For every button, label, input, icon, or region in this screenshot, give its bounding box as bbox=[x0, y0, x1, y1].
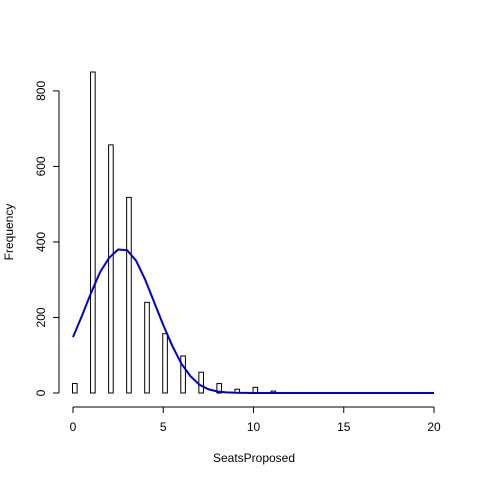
histogram-bar bbox=[90, 71, 96, 394]
x-axis-label: SeatsProposed bbox=[213, 451, 295, 465]
histogram-bar bbox=[126, 196, 132, 394]
density-curve bbox=[72, 248, 434, 394]
x-tick-label: 15 bbox=[337, 420, 351, 434]
density-curve-line bbox=[72, 248, 434, 394]
histogram-bar bbox=[216, 383, 223, 394]
y-tick-label: 200 bbox=[34, 307, 48, 327]
histogram-bar bbox=[162, 333, 168, 394]
x-tick-label: 10 bbox=[247, 420, 261, 434]
x-tick-label: 0 bbox=[70, 420, 77, 434]
y-tick-label: 400 bbox=[34, 232, 48, 252]
histogram-bar bbox=[144, 301, 150, 394]
y-tick-label: 800 bbox=[34, 81, 48, 101]
x-tick-label: 20 bbox=[427, 420, 441, 434]
histogram-bar bbox=[180, 355, 186, 394]
x-tick-label: 5 bbox=[160, 420, 167, 434]
histogram-bar bbox=[198, 371, 204, 394]
bars bbox=[72, 71, 277, 394]
y-tick-label: 0 bbox=[34, 389, 48, 396]
histogram-bar bbox=[72, 383, 78, 394]
y-tick-label: 600 bbox=[34, 156, 48, 176]
histogram-bar bbox=[108, 144, 114, 394]
y-axis-label: Frequency bbox=[2, 204, 16, 261]
